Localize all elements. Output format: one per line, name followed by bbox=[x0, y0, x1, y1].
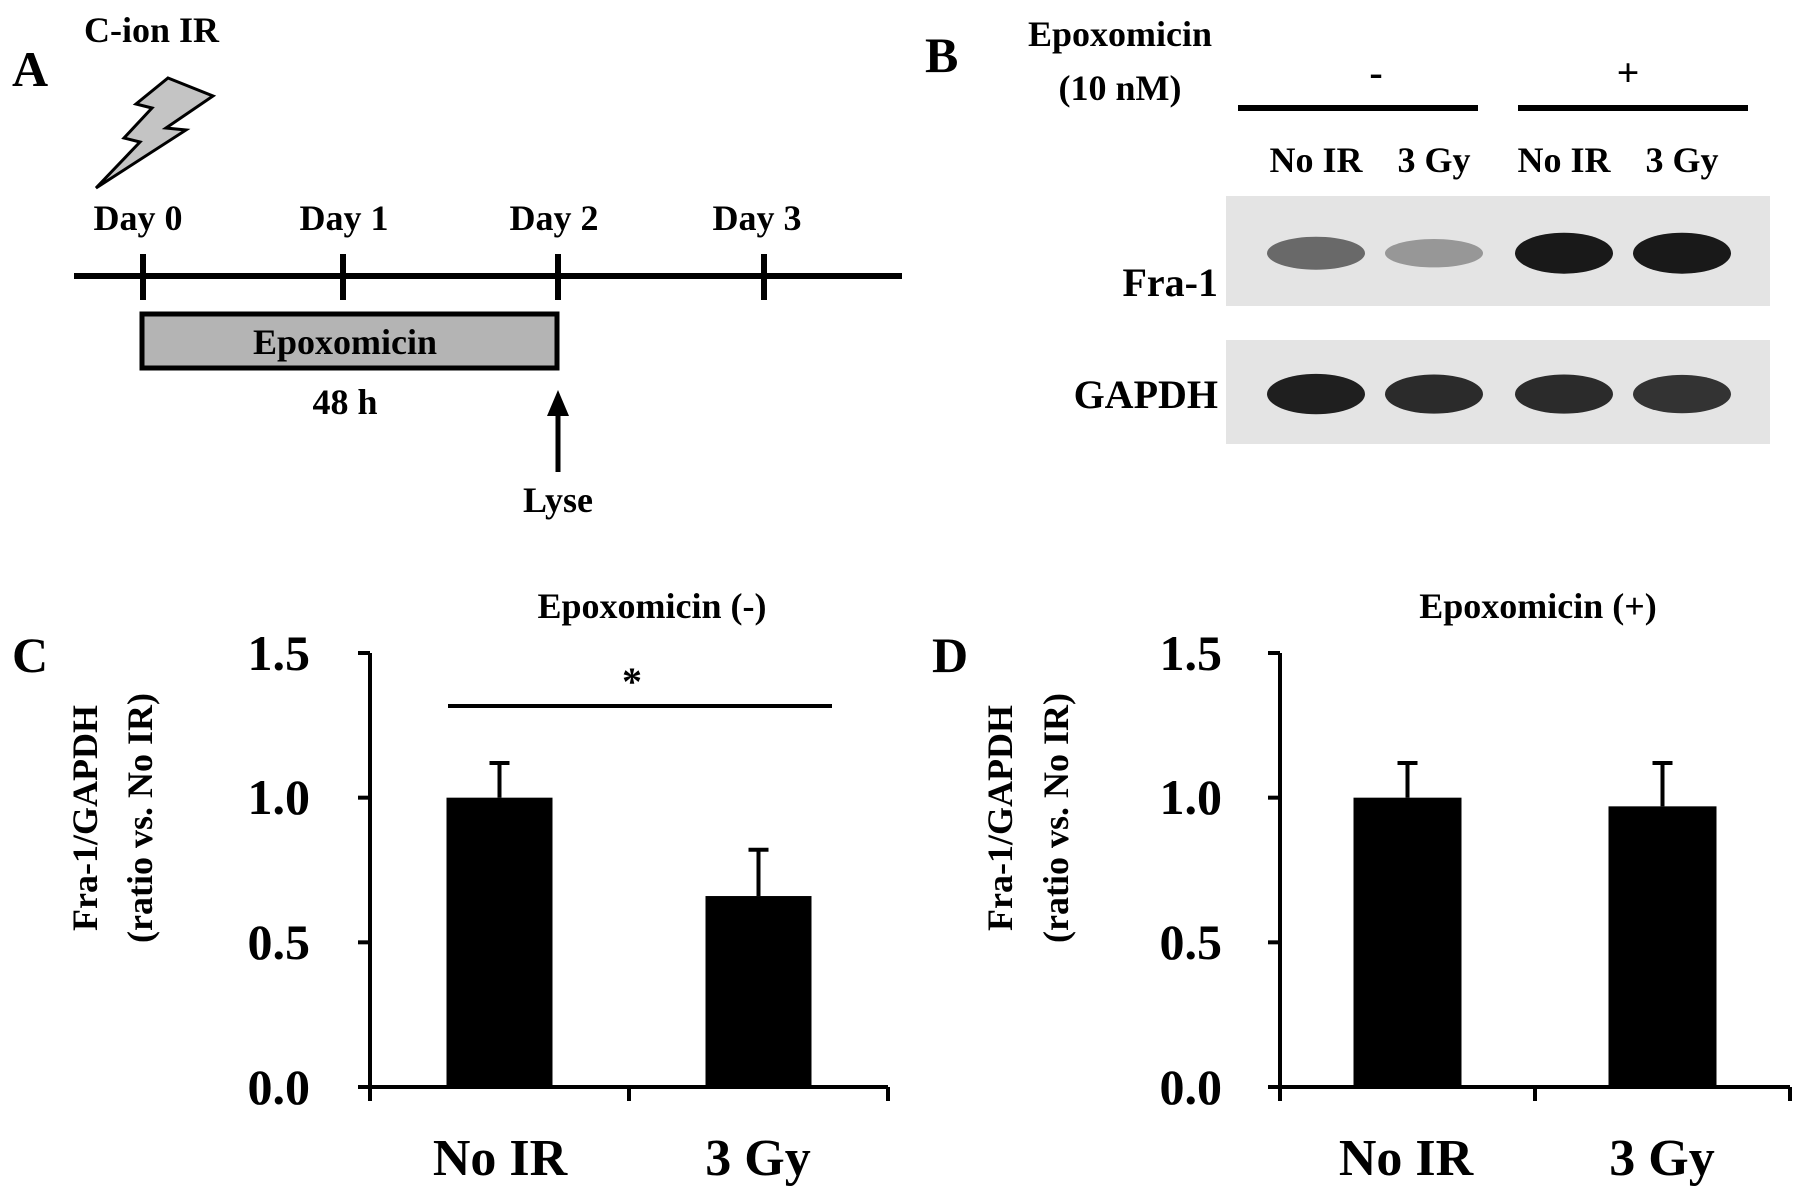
panel-letter-c: C bbox=[12, 627, 48, 683]
chart-c-ylabel-line1: Fra-1/GAPDH bbox=[65, 705, 105, 931]
chart-d-ytick-label: 0.0 bbox=[1160, 1059, 1223, 1115]
chart-c-ytick-label: 0.5 bbox=[248, 914, 311, 970]
blot-band bbox=[1385, 374, 1483, 414]
lightning-bolt-icon bbox=[94, 76, 217, 190]
panel-letter-d: D bbox=[932, 627, 968, 683]
lane-label-4: 3 Gy bbox=[1645, 140, 1718, 180]
blot-band bbox=[1515, 374, 1613, 414]
blot-band bbox=[1515, 232, 1613, 274]
blot-row-label-fra1: Fra-1 bbox=[1122, 260, 1218, 305]
chart-c-ytick-label: 1.5 bbox=[248, 625, 311, 681]
day-label-3: Day 3 bbox=[713, 198, 802, 238]
significance-star: * bbox=[622, 659, 642, 704]
chart-d-ytick-label: 1.5 bbox=[1160, 625, 1223, 681]
day-label-0: Day 0 bbox=[94, 198, 183, 238]
lyse-arrow-icon bbox=[547, 390, 569, 416]
group-label-plus: + bbox=[1617, 50, 1640, 95]
day-label-1: Day 1 bbox=[300, 198, 389, 238]
chart-c-ytick-label: 0.0 bbox=[248, 1059, 311, 1115]
chart-epoxomicin-plus: Epoxomicin (+) Fra-1/GAPDH (ratio vs. No… bbox=[980, 586, 1792, 1187]
bar bbox=[446, 797, 553, 1087]
panel-a-timeline: C-ion IR Day 0 Day 1 Day 2 Day 3 Epoxomi… bbox=[74, 10, 902, 520]
bar bbox=[1608, 806, 1717, 1087]
blot-band bbox=[1267, 236, 1365, 270]
day-label-2: Day 2 bbox=[510, 198, 599, 238]
chart-c-ytick-label: 1.0 bbox=[248, 769, 311, 825]
chart-c-ylabel-line2: (ratio vs. No IR) bbox=[120, 693, 160, 943]
blot-band bbox=[1385, 239, 1483, 268]
chart-d-category-label: 3 Gy bbox=[1609, 1130, 1714, 1187]
chart-c-category-label: 3 Gy bbox=[705, 1130, 810, 1187]
panel-b-blot: Epoxomicin (10 nM) - + No IR 3 Gy No IR … bbox=[1028, 14, 1770, 444]
lyse-label: Lyse bbox=[523, 480, 593, 520]
blot-row-label-gapdh: GAPDH bbox=[1074, 372, 1218, 417]
lane-label-1: No IR bbox=[1269, 140, 1363, 180]
blot-treatment-line2: (10 nM) bbox=[1059, 68, 1182, 108]
panel-letter-b: B bbox=[925, 27, 958, 83]
panel-letter-a: A bbox=[12, 41, 48, 97]
treatment-bar bbox=[139, 311, 560, 371]
lane-label-3: No IR bbox=[1517, 140, 1611, 180]
blot-band bbox=[1267, 373, 1365, 415]
irradiation-title: C-ion IR bbox=[84, 10, 220, 50]
blot-strips bbox=[1226, 196, 1770, 444]
chart-epoxomicin-minus: Epoxomicin (-) Fra-1/GAPDH (ratio vs. No… bbox=[65, 586, 890, 1187]
blot-band bbox=[1633, 232, 1731, 274]
chart-d-category-label: No IR bbox=[1339, 1130, 1475, 1187]
duration-label: 48 h bbox=[312, 382, 377, 422]
group-label-minus: - bbox=[1369, 50, 1382, 95]
lane-label-2: 3 Gy bbox=[1397, 140, 1470, 180]
bar bbox=[705, 896, 812, 1087]
bar bbox=[1353, 797, 1462, 1087]
chart-d-title: Epoxomicin (+) bbox=[1419, 586, 1657, 626]
chart-d-ylabel-line1: Fra-1/GAPDH bbox=[980, 705, 1020, 931]
chart-c-title: Epoxomicin (-) bbox=[538, 586, 767, 626]
chart-d-ytick-label: 0.5 bbox=[1160, 914, 1223, 970]
chart-c-category-label: No IR bbox=[433, 1130, 569, 1187]
blot-band bbox=[1633, 374, 1731, 414]
chart-d-ytick-label: 1.0 bbox=[1160, 769, 1223, 825]
blot-treatment-line1: Epoxomicin bbox=[1028, 14, 1212, 54]
chart-d-ylabel-line2: (ratio vs. No IR) bbox=[1036, 693, 1076, 943]
treatment-label: Epoxomicin bbox=[253, 322, 437, 362]
